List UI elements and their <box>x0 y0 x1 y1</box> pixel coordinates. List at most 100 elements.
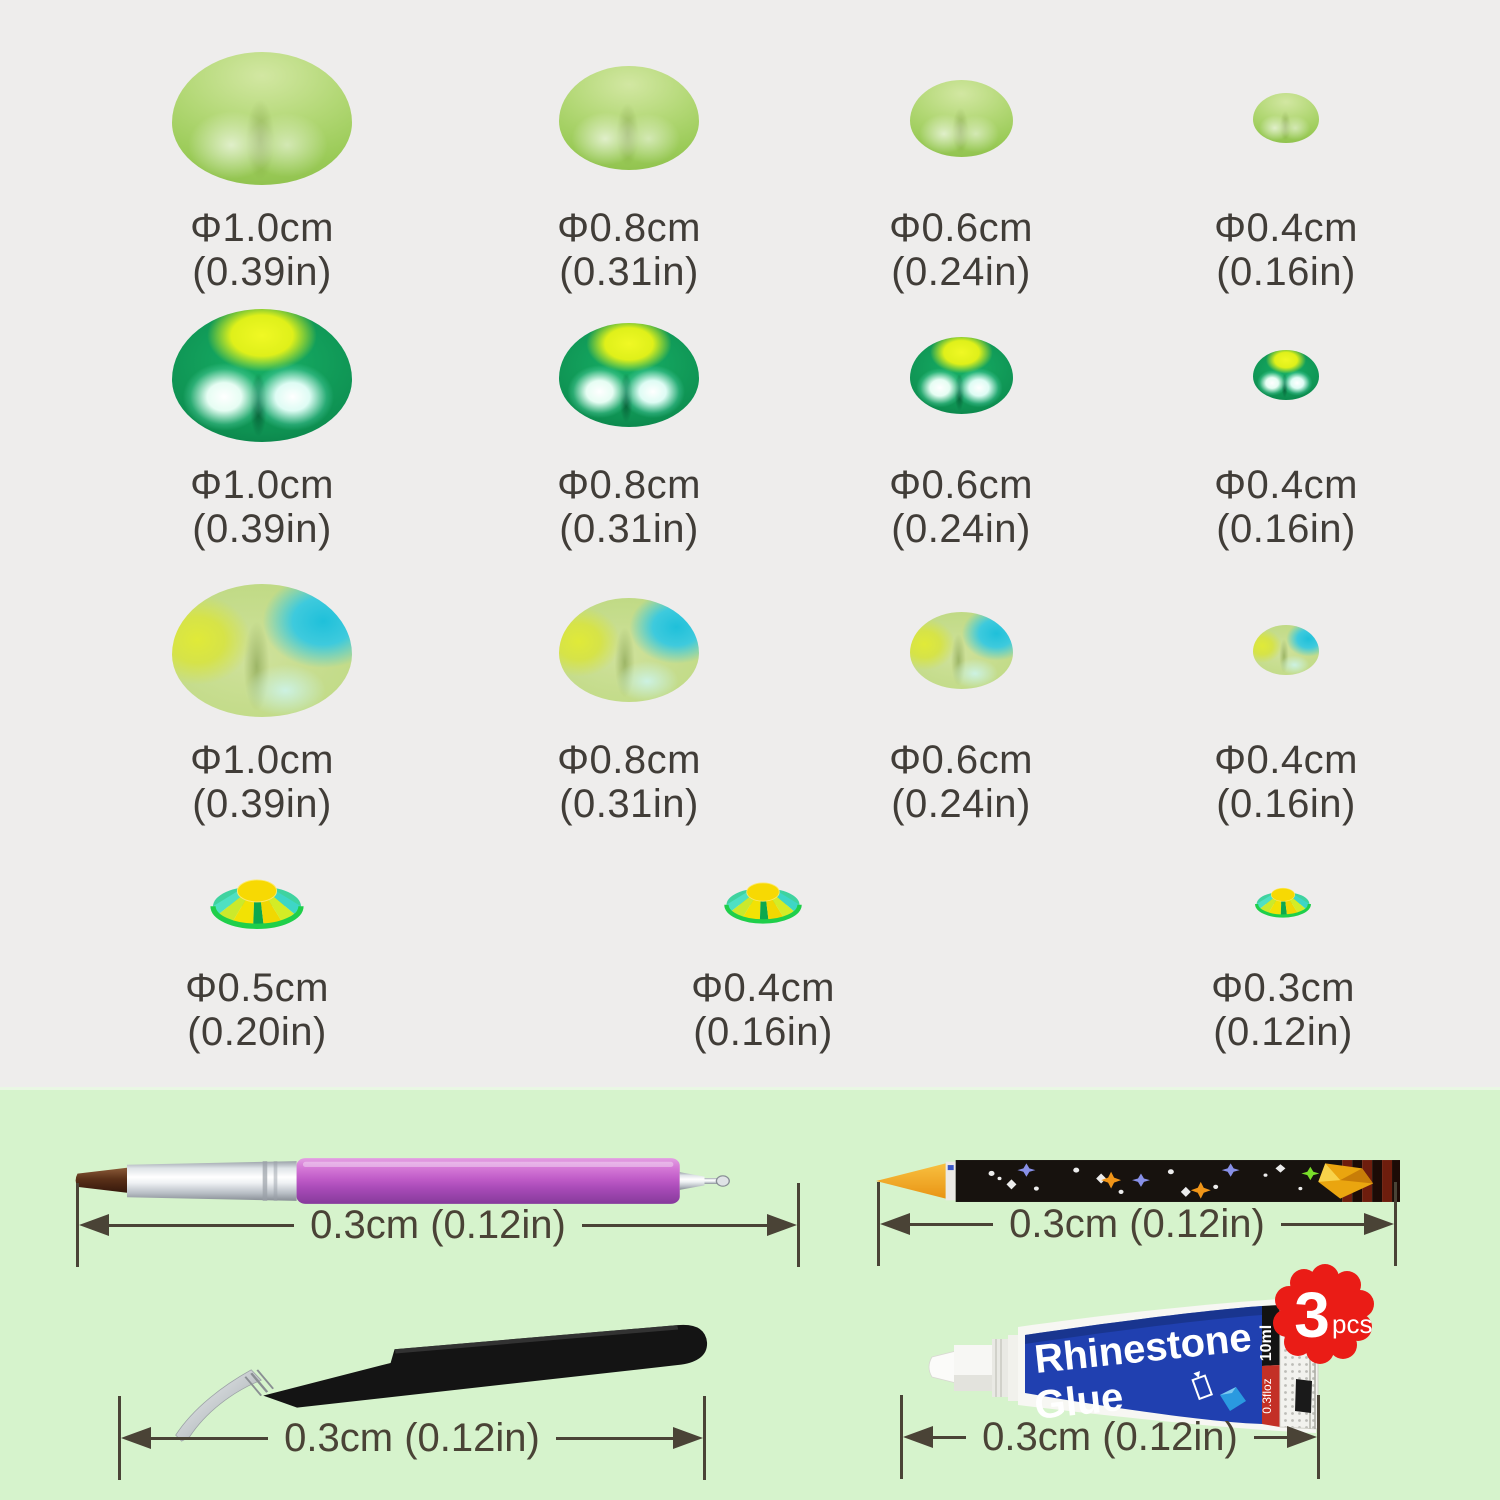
size-item: Φ0.5cm (0.20in) <box>107 860 407 1054</box>
arrow-right-icon <box>1364 1213 1395 1235</box>
arrow-right-icon <box>673 1427 704 1449</box>
dimension-label: 0.3cm (0.12in) <box>284 1416 540 1460</box>
dimension-line <box>581 1223 768 1227</box>
dimension-line <box>1280 1222 1365 1226</box>
dimension-glue: 0.3cm (0.12in) <box>900 1395 1321 1479</box>
size-cm: Φ0.6cm <box>889 206 1033 250</box>
dimension-line <box>1253 1435 1288 1439</box>
size-in: (0.16in) <box>1216 782 1356 826</box>
size-item: Φ0.6cm (0.24in) <box>811 570 1111 826</box>
size-in: (0.39in) <box>192 782 332 826</box>
dimension-line <box>910 1222 994 1226</box>
tools-section <box>0 1087 1500 1500</box>
size-cm: Φ0.4cm <box>1214 463 1358 507</box>
dimension-tick <box>877 1182 880 1266</box>
dimension-line <box>151 1436 269 1440</box>
green-pearl-icon <box>559 66 699 170</box>
size-cm: Φ0.4cm <box>691 966 835 1010</box>
dimension-label: 0.3cm (0.12in) <box>982 1415 1238 1459</box>
arrow-left-icon <box>880 1213 910 1235</box>
green-pearl-icon <box>1253 93 1319 143</box>
size-cm: Φ0.4cm <box>1214 206 1358 250</box>
dimension-wax-pencil: 0.3cm (0.12in) <box>877 1182 1398 1266</box>
dimension-tick <box>900 1395 903 1479</box>
size-cm: Φ0.6cm <box>889 463 1033 507</box>
size-in: (0.24in) <box>891 782 1031 826</box>
dimension-tick <box>118 1396 121 1480</box>
size-cm: Φ0.5cm <box>185 966 329 1010</box>
size-item: Φ1.0cm (0.39in) <box>112 570 412 826</box>
size-item: Φ1.0cm (0.39in) <box>112 295 412 551</box>
size-in: (0.16in) <box>1216 250 1356 294</box>
size-item: Φ0.4cm (0.16in) <box>1136 38 1436 294</box>
arrow-right-icon <box>1287 1426 1318 1448</box>
size-item: Φ0.4cm (0.16in) <box>613 860 913 1054</box>
size-item: Φ1.0cm (0.39in) <box>112 38 412 294</box>
green-pearl-icon <box>909 79 1013 157</box>
gradient-pearl-icon <box>909 611 1013 689</box>
glue-volume-ml: 10ml <box>1258 1325 1275 1361</box>
iridescent-pearl-icon <box>172 308 352 442</box>
size-cm: Φ0.8cm <box>557 738 701 782</box>
dotting-pen-brush-image <box>75 1158 730 1204</box>
glue-tube-icon <box>1191 1370 1213 1401</box>
size-cm: Φ0.8cm <box>557 463 701 507</box>
size-in: (0.31in) <box>559 782 699 826</box>
dimension-tick <box>1394 1182 1398 1266</box>
size-cm: Φ1.0cm <box>190 206 334 250</box>
badge-unit: pcs <box>1332 1309 1372 1339</box>
size-item: Φ0.8cm (0.31in) <box>479 38 779 294</box>
rhinestone-icon <box>209 868 305 933</box>
gem-icon <box>1220 1387 1246 1411</box>
glue-brand-line2: Glue <box>1032 1375 1125 1428</box>
dimension-tick <box>703 1396 707 1480</box>
dimension-tick <box>1317 1395 1321 1479</box>
size-in: (0.24in) <box>891 507 1031 551</box>
size-in: (0.24in) <box>891 250 1031 294</box>
arrow-right-icon <box>767 1214 798 1236</box>
dimension-tick <box>797 1183 801 1267</box>
gradient-pearl-icon <box>1253 625 1319 675</box>
arrow-left-icon <box>903 1426 933 1448</box>
size-in: (0.31in) <box>559 250 699 294</box>
dimension-tweezers: 0.3cm (0.12in) <box>118 1396 707 1480</box>
size-in: (0.20in) <box>187 1010 327 1054</box>
size-in: (0.39in) <box>192 250 332 294</box>
size-in: (0.16in) <box>693 1010 833 1054</box>
size-in: (0.12in) <box>1213 1010 1353 1054</box>
size-cm: Φ0.8cm <box>557 206 701 250</box>
dimension-dotting-pen: 0.3cm (0.12in) <box>76 1183 801 1267</box>
rhinestone-glue-image: 10ml 0.3floz Rhinestone Glue <box>928 1264 1374 1433</box>
size-item: Φ0.6cm (0.24in) <box>811 295 1111 551</box>
iridescent-pearl-icon <box>559 323 699 427</box>
size-item: Φ0.8cm (0.31in) <box>479 295 779 551</box>
gradient-pearl-icon <box>172 583 352 717</box>
curved-tweezers-image <box>175 1324 708 1442</box>
arrow-left-icon <box>121 1427 151 1449</box>
size-cm: Φ1.0cm <box>190 738 334 782</box>
dimension-line <box>933 1435 967 1439</box>
green-pearl-icon <box>172 51 352 185</box>
size-cm: Φ0.3cm <box>1211 966 1355 1010</box>
size-cm: Φ1.0cm <box>190 463 334 507</box>
size-in: (0.16in) <box>1216 507 1356 551</box>
dimension-label: 0.3cm (0.12in) <box>310 1203 566 1247</box>
rhinestone-icon <box>1255 886 1311 918</box>
badge-count: 3 <box>1294 1279 1330 1351</box>
size-in: (0.39in) <box>192 507 332 551</box>
size-item: Φ0.3cm (0.12in) <box>1133 860 1433 1054</box>
gradient-pearl-icon <box>559 598 699 702</box>
size-item: Φ0.4cm (0.16in) <box>1136 295 1436 551</box>
size-item: Φ0.8cm (0.31in) <box>479 570 779 826</box>
size-item: Φ0.4cm (0.16in) <box>1136 570 1436 826</box>
badge-3pcs: 3 pcs <box>1273 1264 1374 1364</box>
size-item: Φ0.6cm (0.24in) <box>811 38 1111 294</box>
size-cm: Φ0.4cm <box>1214 738 1358 782</box>
rhinestone-icon <box>723 873 803 927</box>
size-cm: Φ0.6cm <box>889 738 1033 782</box>
arrow-left-icon <box>79 1214 109 1236</box>
dimension-tick <box>76 1183 79 1267</box>
size-in: (0.31in) <box>559 507 699 551</box>
wax-picker-pencil-image <box>875 1160 1400 1202</box>
